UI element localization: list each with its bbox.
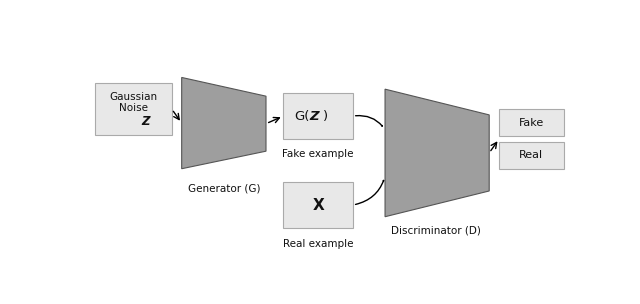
Text: Fake: Fake [519, 118, 544, 127]
FancyArrowPatch shape [356, 116, 382, 126]
Text: Fake example: Fake example [282, 149, 354, 158]
Polygon shape [385, 89, 489, 217]
FancyBboxPatch shape [499, 109, 564, 136]
Text: Z: Z [141, 116, 150, 128]
Text: Real example: Real example [283, 239, 353, 249]
Text: ): ) [323, 109, 328, 123]
Text: G(: G( [294, 109, 309, 123]
Text: Generator (G): Generator (G) [188, 184, 260, 194]
FancyBboxPatch shape [284, 181, 353, 228]
Text: Discriminator (D): Discriminator (D) [391, 226, 481, 236]
Text: Z: Z [309, 109, 319, 123]
Text: Gaussian
Noise: Gaussian Noise [109, 92, 157, 113]
FancyBboxPatch shape [95, 83, 172, 135]
Polygon shape [182, 78, 266, 169]
FancyBboxPatch shape [284, 93, 353, 140]
Text: Real: Real [519, 150, 543, 160]
Text: X: X [312, 198, 324, 212]
FancyBboxPatch shape [499, 142, 564, 169]
FancyArrowPatch shape [355, 181, 383, 204]
